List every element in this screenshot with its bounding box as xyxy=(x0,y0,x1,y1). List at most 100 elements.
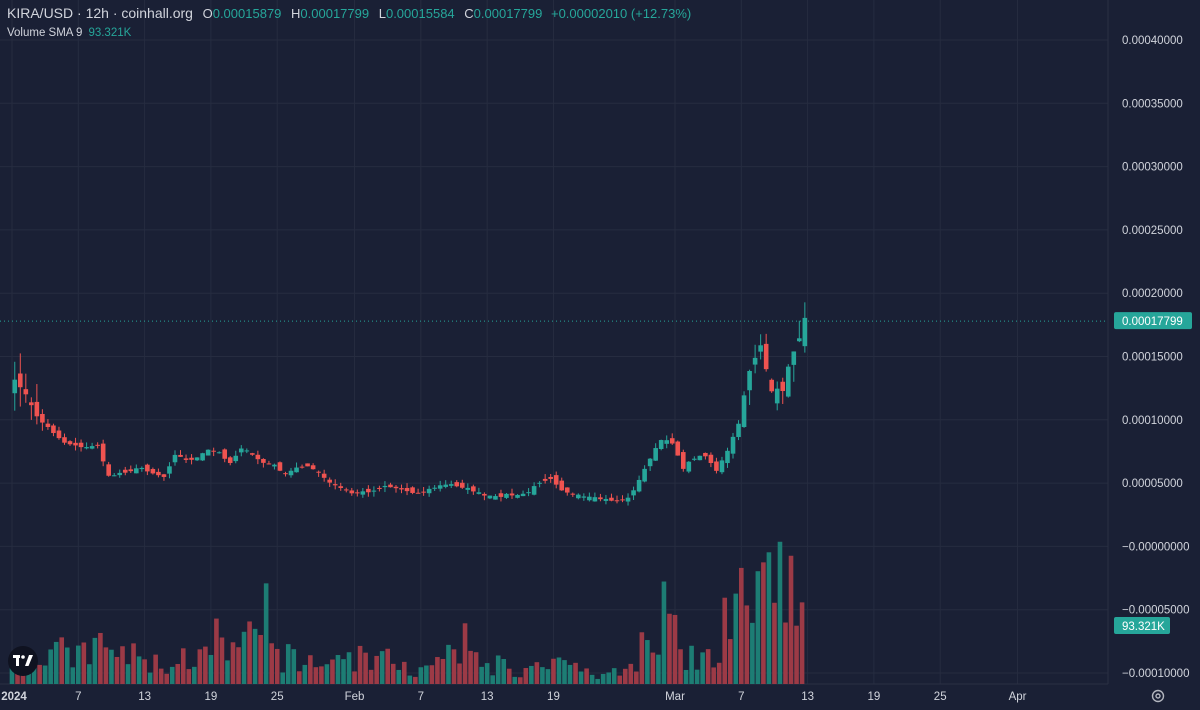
volume-bar xyxy=(413,676,418,684)
volume-bar xyxy=(175,663,181,684)
volume-bar xyxy=(269,643,274,684)
candle-body xyxy=(542,478,548,481)
volume-bar xyxy=(711,667,716,684)
volume-bar xyxy=(634,671,639,684)
volume-label[interactable]: Volume SMA 9 xyxy=(7,27,83,39)
volume-legend: Volume SMA 9 93.321K xyxy=(7,27,131,39)
candle-body xyxy=(238,448,244,453)
volume-bar xyxy=(672,614,678,684)
volume-badge xyxy=(1114,617,1170,634)
candle-body xyxy=(526,492,531,494)
candle-body xyxy=(189,457,194,460)
x-tick-label: 19 xyxy=(547,691,560,703)
volume-bar xyxy=(341,659,346,684)
candle-body xyxy=(17,373,23,388)
candle-body xyxy=(338,486,344,488)
volume-bar xyxy=(479,666,484,684)
candle-body xyxy=(625,497,631,502)
volume-bar xyxy=(678,649,683,684)
candle-body xyxy=(476,492,482,494)
candle-body xyxy=(205,449,211,456)
volume-bars xyxy=(9,541,805,684)
volume-bar xyxy=(76,645,81,684)
candle-body xyxy=(56,430,62,439)
time-axis[interactable]: 2024 7 13 19 25 Feb 7 13 19 Mar 7 13 19 25 Apr xyxy=(1,691,1026,703)
candle-body xyxy=(84,447,89,449)
volume-bar xyxy=(368,669,374,684)
tradingview-logo-icon[interactable] xyxy=(8,646,38,676)
candle-body xyxy=(156,471,161,476)
candle-body xyxy=(272,464,277,467)
volume-bar xyxy=(694,669,700,684)
volume-bar xyxy=(766,552,772,684)
candle-body xyxy=(448,484,454,486)
candle-body xyxy=(128,469,134,472)
candle-body xyxy=(233,455,239,462)
volume-bar xyxy=(705,649,711,684)
volume-bar xyxy=(440,658,446,684)
candle-body xyxy=(250,453,255,455)
candle-body xyxy=(531,486,537,495)
candle-body xyxy=(421,491,426,493)
candle-body xyxy=(200,453,205,461)
x-tick-label: Apr xyxy=(1009,691,1027,703)
candle-body xyxy=(388,484,393,488)
candle-body xyxy=(222,449,228,459)
candle-body xyxy=(426,488,432,494)
candle-body xyxy=(669,438,675,444)
volume-bar xyxy=(313,667,319,684)
volume-bar xyxy=(523,668,529,684)
price-axis[interactable]: 0.00040000 0.00035000 0.00030000 0.00025000… xyxy=(1122,35,1189,680)
candle-body xyxy=(12,379,18,394)
volume-bar xyxy=(258,634,263,684)
candle-body xyxy=(537,482,542,484)
volume-bar xyxy=(540,667,545,684)
volume-bar xyxy=(180,648,186,684)
settings-gear-icon[interactable] xyxy=(1150,688,1166,704)
volume-bar xyxy=(595,678,600,684)
candle-body xyxy=(34,401,40,417)
volume-badge-label: 93.321K xyxy=(1122,621,1165,633)
volume-bar xyxy=(142,659,147,684)
y-tick-label: 0.00020000 xyxy=(1122,288,1183,300)
candle-body xyxy=(23,389,29,395)
volume-bar xyxy=(407,675,413,684)
volume-bar xyxy=(639,632,645,684)
volume-bar xyxy=(722,597,728,684)
axis-badges: 0.00017799 93.321K xyxy=(1114,312,1192,634)
candle-body xyxy=(553,475,559,485)
volume-bar xyxy=(600,673,606,684)
y-tick-label: 0.00040000 xyxy=(1122,35,1183,47)
x-tick-label: 13 xyxy=(481,691,494,703)
candle-body xyxy=(194,457,200,461)
candle-body xyxy=(647,458,653,467)
volume-bar xyxy=(473,652,479,684)
y-tick-label: −0.00000000 xyxy=(1122,541,1189,553)
volume-bar xyxy=(650,652,656,684)
volume-bar xyxy=(114,656,120,684)
volume-bar xyxy=(164,673,169,684)
candle-body xyxy=(161,474,167,477)
volume-bar xyxy=(385,648,390,684)
volume-bar xyxy=(772,602,777,684)
candle-body xyxy=(117,472,123,476)
volume-bar xyxy=(617,675,623,684)
volume-bar xyxy=(683,669,689,684)
volume-bar xyxy=(446,644,451,684)
close-value: 0.00017799 xyxy=(473,6,543,21)
volume-bar xyxy=(219,637,225,684)
volume-bar xyxy=(645,640,650,684)
candle-body xyxy=(355,492,360,494)
symbol-title[interactable]: KIRA/USD · 12h · coinhall.org xyxy=(7,5,193,21)
volume-bar xyxy=(330,659,335,684)
volume-bar xyxy=(379,651,385,684)
candle-body xyxy=(471,486,476,492)
candle-body xyxy=(145,464,150,472)
volume-bar xyxy=(324,664,330,684)
candle-body xyxy=(415,492,421,494)
candle-body xyxy=(437,485,443,489)
volume-bar xyxy=(551,658,556,684)
